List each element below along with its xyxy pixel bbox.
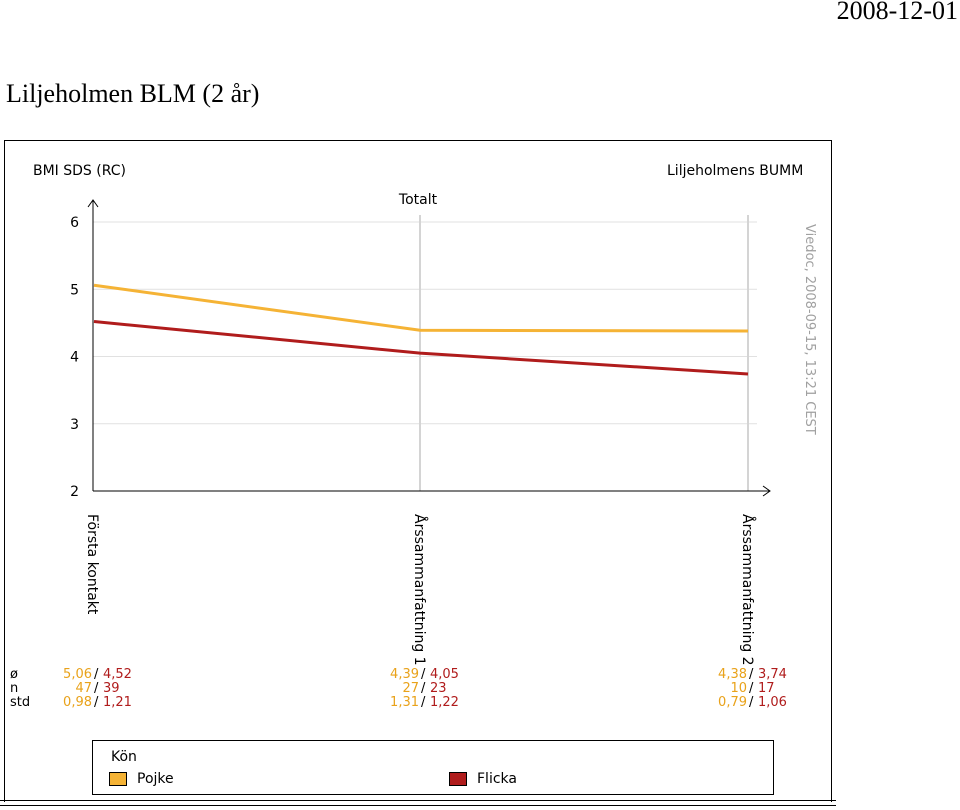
stat-separator: / xyxy=(749,681,754,696)
document-title: Liljeholmen BLM (2 år) xyxy=(6,79,260,108)
y-axis-label: BMI SDS (RC) xyxy=(33,163,126,179)
y-tick-label: 2 xyxy=(70,484,79,500)
legend-swatch-pojke xyxy=(109,772,127,786)
stat-value-flicka: 1,22 xyxy=(430,695,459,710)
stat-row-label: std xyxy=(10,695,31,710)
stat-value-flicka: 4,05 xyxy=(430,667,459,682)
watermark-label: Viedoc, 2008-09-15, 13:21 CEST xyxy=(802,224,817,435)
stat-value-flicka: 39 xyxy=(103,681,120,696)
page-rule-double xyxy=(0,805,836,806)
stat-separator: / xyxy=(421,681,426,696)
stat-value-pojke: 0,98 xyxy=(63,695,92,710)
stat-value-pojke: 47 xyxy=(75,681,92,696)
y-tick-label: 4 xyxy=(70,350,79,366)
legend-swatch-flicka xyxy=(449,772,467,786)
stat-separator: / xyxy=(421,695,426,710)
page-rule xyxy=(0,800,836,801)
stat-value-pojke: 4,38 xyxy=(718,667,747,682)
y-axis-arrow xyxy=(87,199,99,208)
y-tick-label: 5 xyxy=(70,282,79,298)
stat-value-flicka: 17 xyxy=(758,681,775,696)
stat-separator: / xyxy=(94,667,99,682)
stat-separator: / xyxy=(749,695,754,710)
stat-value-pojke: 5,06 xyxy=(63,667,92,682)
legend-label-pojke: Pojke xyxy=(137,771,174,787)
stat-separator: / xyxy=(94,681,99,696)
stat-value-pojke: 1,31 xyxy=(390,695,419,710)
stat-value-pojke: 27 xyxy=(402,681,419,696)
stat-value-flicka: 23 xyxy=(430,681,447,696)
stat-separator: / xyxy=(94,695,99,710)
y-tick-label: 6 xyxy=(70,215,79,231)
legend-item-pojke: Pojke xyxy=(109,771,174,787)
stat-value-pojke: 0,79 xyxy=(718,695,747,710)
chart-title: Totalt xyxy=(398,192,438,208)
bmi-chart: BMI SDS (RC) Liljeholmens BUMM Totalt Vi… xyxy=(33,163,817,666)
x-category-label: Första kontakt xyxy=(84,514,100,615)
legend-title: Kön xyxy=(111,749,137,765)
top-right-label: Liljeholmens BUMM xyxy=(667,163,803,179)
legend-item-flicka: Flicka xyxy=(449,771,517,787)
x-category-label: Årssammanfattning 2 xyxy=(739,514,756,666)
y-tick-label: 3 xyxy=(70,417,79,433)
stat-value-pojke: 4,39 xyxy=(390,667,419,682)
stat-row-label: n xyxy=(10,681,19,696)
stat-separator: / xyxy=(421,667,426,682)
stat-value-flicka: 4,52 xyxy=(103,667,132,682)
stat-separator: / xyxy=(749,667,754,682)
stat-value-pojke: 10 xyxy=(730,681,747,696)
chart-frame xyxy=(4,140,832,802)
stat-row-label: ø xyxy=(10,667,18,682)
legend-label-flicka: Flicka xyxy=(477,771,517,787)
stat-value-flicka: 1,21 xyxy=(103,695,132,710)
x-axis-arrow xyxy=(762,485,771,497)
stat-value-flicka: 1,06 xyxy=(758,695,787,710)
document-date: 2008-12-01 xyxy=(836,0,958,25)
stat-value-flicka: 3,74 xyxy=(758,667,787,682)
x-category-label: Årssammanfattning 1 xyxy=(411,514,428,666)
legend: Kön Pojke Flicka xyxy=(92,740,774,795)
